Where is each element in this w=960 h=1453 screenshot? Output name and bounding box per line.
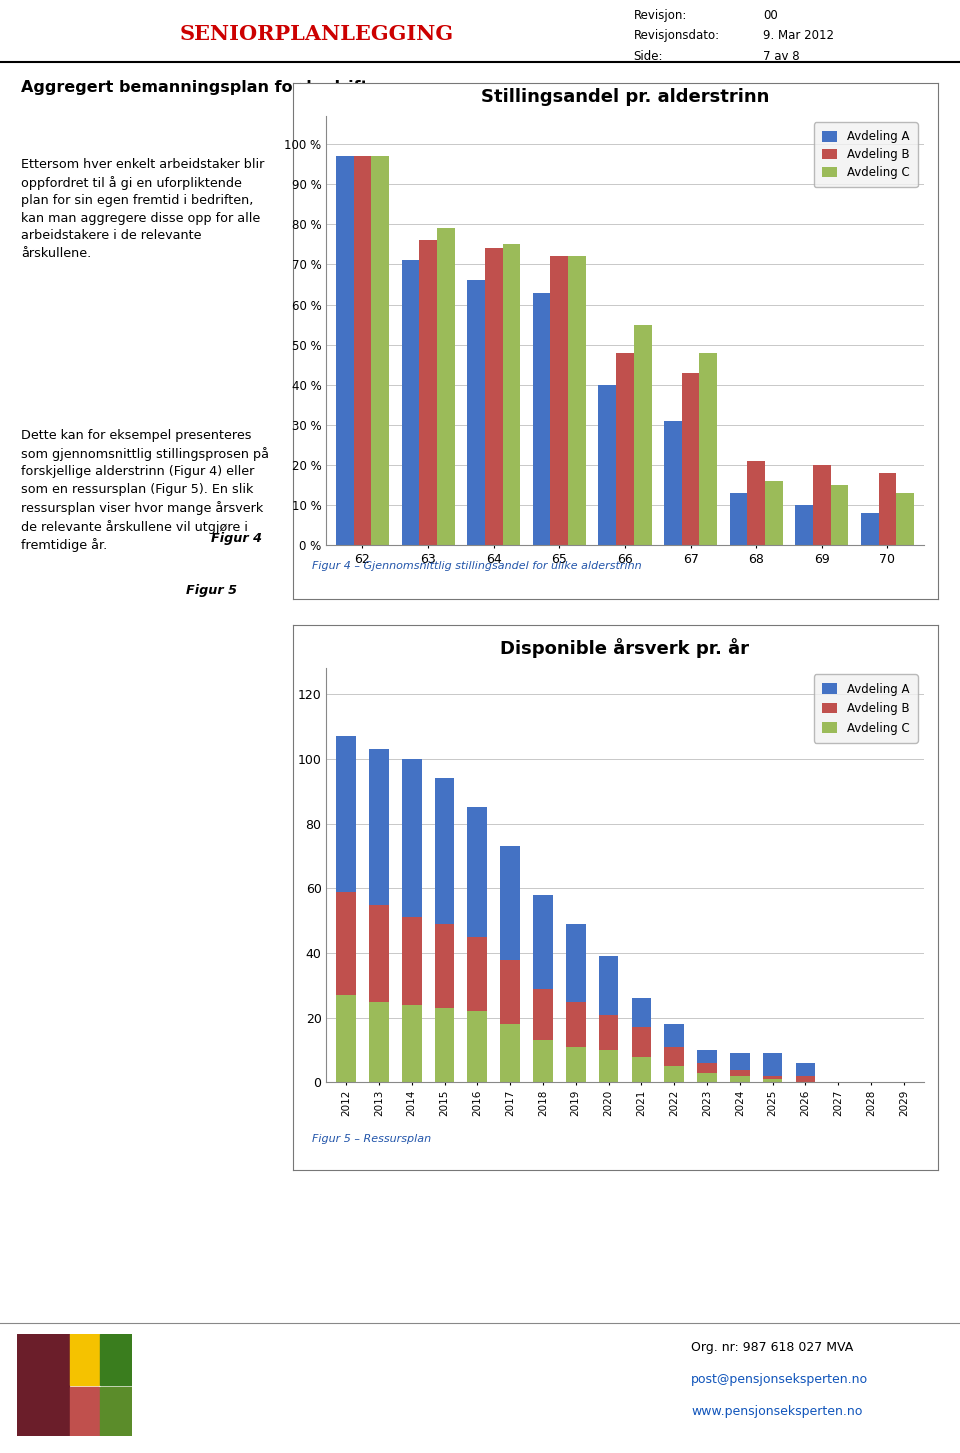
Bar (763, 1080, 782, 1082)
Bar (730, 493, 747, 545)
Bar (435, 1008, 454, 1082)
Bar (730, 1053, 750, 1069)
Bar (632, 1056, 651, 1082)
Bar (565, 924, 586, 1001)
Bar (550, 256, 568, 545)
Bar (420, 240, 437, 545)
Bar (565, 1001, 586, 1048)
Bar (664, 1048, 684, 1067)
Bar (813, 465, 830, 545)
Bar (353, 157, 372, 545)
Bar (664, 421, 682, 545)
Title: Stillingsandel pr. alderstrinn: Stillingsandel pr. alderstrinn (481, 89, 769, 106)
Bar (468, 937, 487, 1011)
Bar (437, 228, 455, 545)
Bar (402, 1005, 421, 1082)
Legend: Avdeling A, Avdeling B, Avdeling C: Avdeling A, Avdeling B, Avdeling C (813, 674, 918, 742)
Text: Revisjon:: Revisjon: (634, 9, 687, 22)
Bar (500, 846, 520, 959)
Text: 7 av 8: 7 av 8 (763, 49, 800, 62)
Bar (401, 260, 420, 545)
Bar (747, 461, 765, 545)
Bar (503, 244, 520, 545)
Bar (763, 1077, 782, 1080)
Bar (897, 493, 914, 545)
Bar (435, 779, 454, 924)
Bar (697, 1072, 717, 1082)
Bar (369, 1001, 389, 1082)
Text: Org. nr: 987 618 027 MVA: Org. nr: 987 618 027 MVA (691, 1341, 853, 1354)
Bar (599, 1051, 618, 1082)
Bar (336, 892, 356, 995)
Bar (878, 472, 897, 545)
Bar (402, 917, 421, 1005)
Text: www.pensjonseksperten.no: www.pensjonseksperten.no (691, 1405, 863, 1418)
Text: Side:: Side: (634, 49, 663, 62)
Text: post@pensjonseksperten.no: post@pensjonseksperten.no (691, 1373, 869, 1386)
Bar (70, 1334, 99, 1385)
Text: Ettersom hver enkelt arbeidstaker blir
oppfordret til å gi en uforpliktende
plan: Ettersom hver enkelt arbeidstaker blir o… (21, 158, 265, 260)
Bar (435, 924, 454, 1008)
Bar (763, 1053, 782, 1077)
Bar (336, 157, 353, 545)
Text: SENIORPLANLEGGING: SENIORPLANLEGGING (180, 23, 454, 44)
Bar (599, 1014, 618, 1051)
Bar (697, 1051, 717, 1064)
Bar (664, 1067, 684, 1082)
Bar (17, 1334, 69, 1436)
Bar (468, 280, 485, 545)
Bar (568, 256, 586, 545)
Legend: Avdeling A, Avdeling B, Avdeling C: Avdeling A, Avdeling B, Avdeling C (813, 122, 918, 187)
Bar (598, 385, 616, 545)
Text: Dette kan for eksempel presenteres
som gjennomsnittlig stillingsprosen på
forskj: Dette kan for eksempel presenteres som g… (21, 429, 269, 552)
Bar (369, 905, 389, 1001)
Bar (697, 1064, 717, 1072)
Bar (468, 808, 487, 937)
Text: 00: 00 (763, 9, 778, 22)
Bar (500, 1024, 520, 1082)
Bar (533, 895, 553, 988)
Text: 9. Mar 2012: 9. Mar 2012 (763, 29, 834, 42)
Bar (533, 988, 553, 1040)
Bar (369, 750, 389, 905)
Bar (70, 1386, 99, 1436)
Bar (700, 353, 717, 545)
Bar (485, 248, 503, 545)
Bar (468, 1011, 487, 1082)
Bar (533, 292, 550, 545)
Bar (796, 1077, 815, 1082)
Bar (632, 1027, 651, 1056)
Bar (565, 1048, 586, 1082)
Bar (730, 1077, 750, 1082)
Bar (100, 1386, 132, 1436)
Text: Figur 4: Figur 4 (211, 532, 262, 545)
Bar (500, 959, 520, 1024)
Bar (100, 1334, 132, 1385)
Bar (796, 1064, 815, 1077)
Text: Figur 5 – Ressursplan: Figur 5 – Ressursplan (312, 1135, 431, 1144)
Bar (533, 1040, 553, 1082)
Text: Aggregert bemanningsplan for bedriften: Aggregert bemanningsplan for bedriften (21, 80, 391, 94)
Bar (830, 485, 849, 545)
Bar (336, 995, 356, 1082)
Bar (402, 758, 421, 917)
Bar (599, 956, 618, 1014)
Bar (795, 504, 813, 545)
Bar (616, 353, 634, 545)
Bar (682, 372, 700, 545)
Bar (730, 1069, 750, 1077)
Text: Revisjonsdato:: Revisjonsdato: (634, 29, 720, 42)
Bar (372, 157, 389, 545)
Title: Disponible årsverk pr. år: Disponible årsverk pr. år (500, 638, 750, 658)
Bar (634, 324, 652, 545)
Bar (632, 998, 651, 1027)
Bar (664, 1024, 684, 1048)
Text: Figur 4 – Gjennomsnittlig stillingsandel for ulike alderstrinn: Figur 4 – Gjennomsnittlig stillingsandel… (312, 561, 642, 571)
Bar (861, 513, 878, 545)
Bar (765, 481, 782, 545)
Bar (336, 737, 356, 892)
Text: Figur 5: Figur 5 (186, 584, 237, 597)
